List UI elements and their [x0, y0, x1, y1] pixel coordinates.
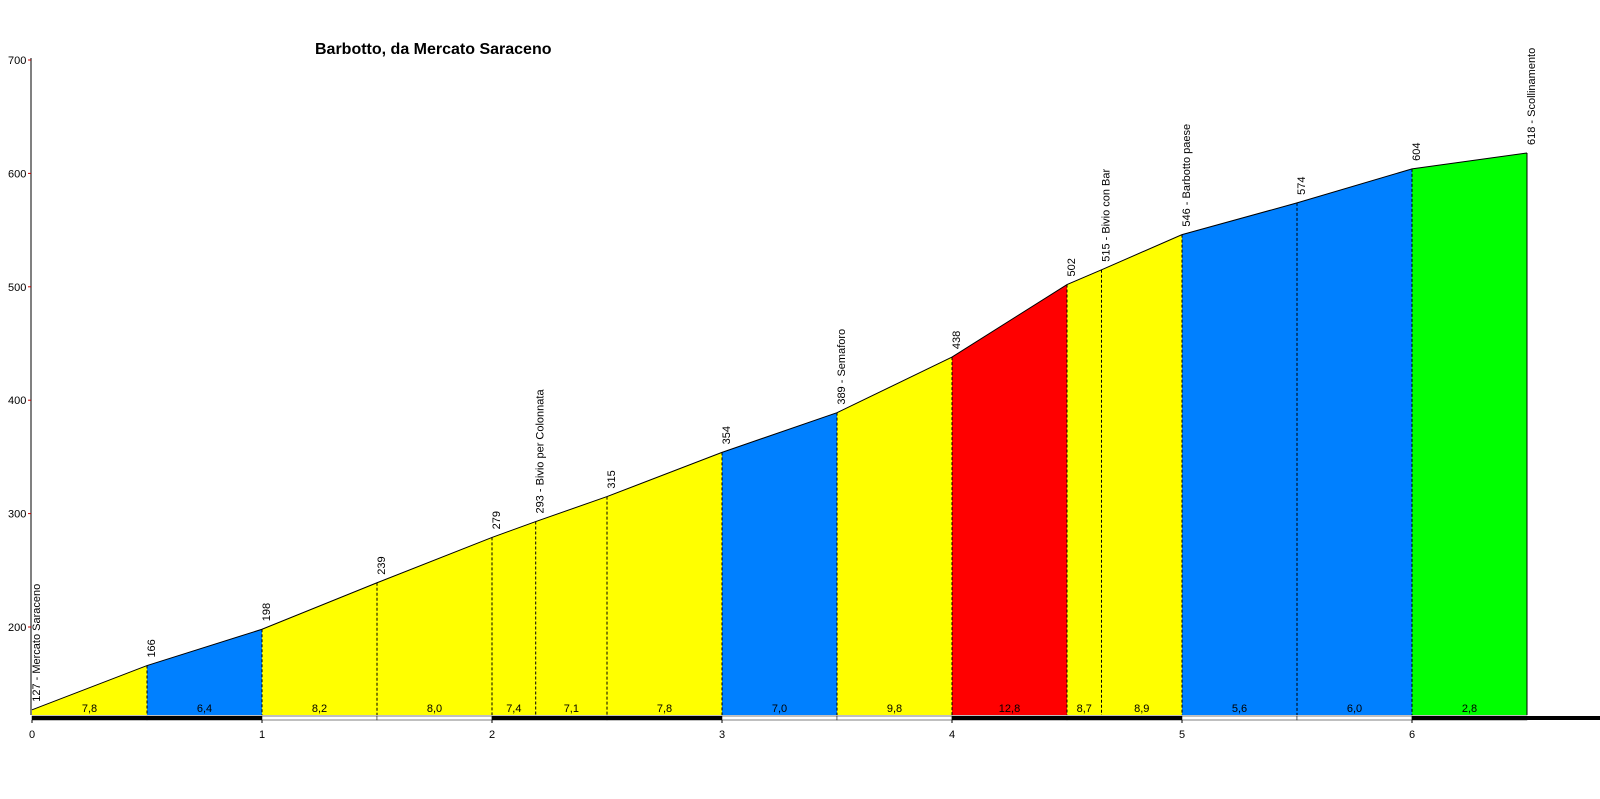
km-bar-piece-9 [951, 715, 1068, 721]
label-layer: 127 - Mercato Saraceno 166 198 239 279 293 - … [31, 48, 1538, 702]
point-label-11: 502 [1066, 258, 1078, 276]
grade-label-6: 7,1 [564, 703, 579, 715]
x-tick-label-2: 2 [489, 729, 495, 741]
grade-label-2: 6,4 [197, 703, 212, 715]
x-tick-label-5: 5 [1179, 729, 1185, 741]
km-bar-layer [31, 715, 1600, 721]
grade-label-1: 7,8 [82, 703, 97, 715]
segment-12 [1101, 234, 1182, 716]
segment-5 [492, 521, 536, 715]
point-label-16: 618 - Scollinamento [1526, 48, 1538, 145]
segment-9 [837, 357, 952, 715]
point-label-3: 198 [261, 603, 273, 621]
axis-layer: 200 300 400 500 600 700 0 1 2 3 4 5 6 [8, 55, 1415, 741]
x-tick-label-6: 6 [1409, 729, 1415, 741]
point-label-7: 315 [606, 470, 618, 488]
y-tick-label-400: 400 [8, 395, 26, 407]
profile-line [31, 152, 1528, 711]
segment-15 [1412, 152, 1527, 715]
point-label-8: 354 [721, 426, 733, 444]
segment-11 [1067, 269, 1102, 715]
point-label-9: 389 - Semaforo [836, 329, 848, 405]
point-label-1: 127 - Mercato Saraceno [31, 584, 43, 702]
km-bar-piece-5 [491, 715, 608, 721]
km-bar-piece-13 [1411, 715, 1528, 721]
y-tick-label-200: 200 [8, 622, 26, 634]
y-tick-label-500: 500 [8, 282, 26, 294]
chart-title: Barbotto, da Mercato Saraceno [315, 41, 552, 58]
segment-13 [1182, 202, 1297, 715]
x-tick-label-4: 4 [949, 729, 955, 741]
grade-label-3: 8,2 [312, 703, 327, 715]
km-bar-piece-4 [376, 715, 493, 721]
segment-10 [952, 284, 1067, 715]
segments-layer [32, 152, 1527, 716]
x-tick-label-3: 3 [719, 729, 725, 741]
point-label-10: 438 [951, 331, 963, 349]
profile-layer [31, 152, 1528, 715]
x-tick-label-0: 0 [29, 729, 35, 741]
point-label-4: 239 [376, 556, 388, 574]
segment-2 [147, 629, 262, 715]
point-label-2: 166 [146, 639, 158, 657]
segment-7 [607, 452, 722, 715]
grade-label-14: 6,0 [1347, 703, 1362, 715]
segment-6 [535, 496, 607, 715]
grade-label-8: 7,0 [772, 703, 787, 715]
km-bar-piece-1 [31, 715, 148, 721]
km-bar-piece-6 [606, 715, 723, 721]
segment-1 [32, 665, 147, 715]
segment-8 [722, 412, 837, 715]
km-bar-piece-2 [146, 715, 263, 721]
segment-4 [377, 537, 492, 715]
grade-label-13: 5,6 [1232, 703, 1247, 715]
grade-label-11: 8,7 [1077, 703, 1092, 715]
segment-14 [1297, 168, 1412, 715]
km-bar-piece-11 [1181, 715, 1298, 721]
km-bar-piece-8 [836, 715, 953, 721]
point-label-14: 574 [1296, 177, 1308, 195]
km-bar-piece-3 [261, 715, 378, 721]
grade-label-5: 7,4 [506, 703, 521, 715]
y-tick-label-600: 600 [8, 168, 26, 180]
km-bar-piece-10 [1066, 715, 1183, 721]
km-bar-piece-7 [721, 715, 838, 721]
y-tick-label-300: 300 [8, 509, 26, 521]
point-label-12: 515 - Bivio con Bar [1101, 169, 1113, 262]
grade-label-7: 7,8 [657, 703, 672, 715]
grade-label-12: 8,9 [1134, 703, 1149, 715]
grade-layer: 7,8 6,4 8,2 8,0 7,4 7,1 7,8 7,0 9,8 12,8 8,7 8,9 5,6… [82, 703, 1477, 715]
point-label-6: 293 - Bivio per Colonnata [535, 389, 547, 514]
grade-label-4: 8,0 [427, 703, 442, 715]
km-bar-tail [1527, 716, 1600, 720]
x-tick-label-1: 1 [259, 729, 265, 741]
grade-label-10: 12,8 [999, 703, 1020, 715]
point-label-15: 604 [1411, 143, 1423, 161]
km-bar-piece-12 [1296, 715, 1413, 721]
segment-3 [262, 582, 377, 715]
grade-label-15: 2,8 [1462, 703, 1477, 715]
y-tick-label-700: 700 [8, 55, 26, 67]
point-label-13: 546 - Barbotto paese [1181, 124, 1193, 227]
point-label-5: 279 [491, 511, 503, 529]
grade-label-9: 9,8 [887, 703, 902, 715]
